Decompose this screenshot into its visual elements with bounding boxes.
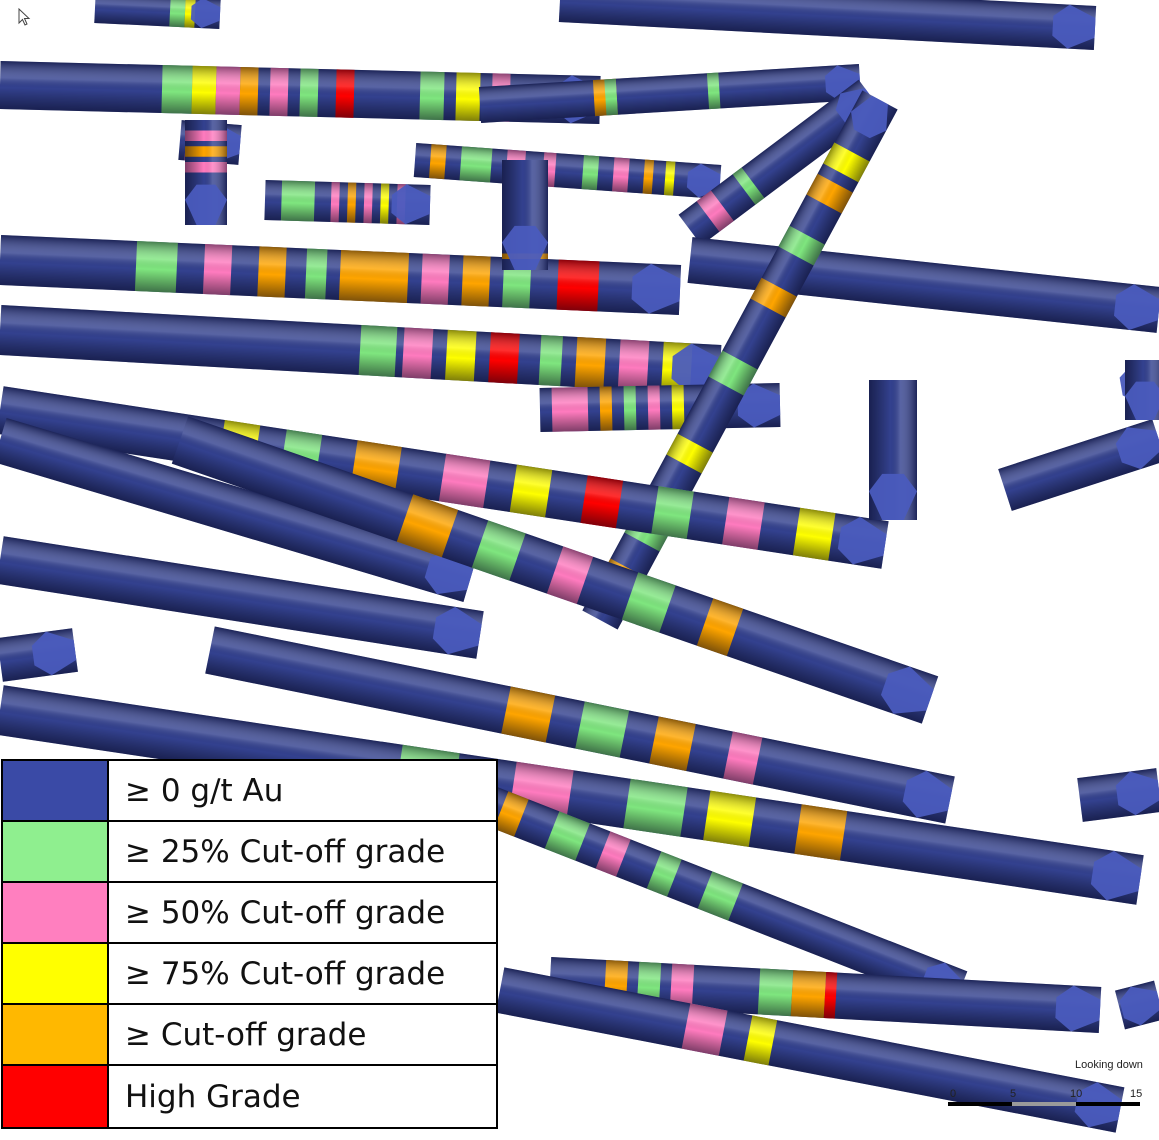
legend-label: High Grade	[125, 1078, 301, 1115]
scale-tick-label: 15	[1130, 1088, 1143, 1100]
view-orientation-label: Looking down	[1075, 1059, 1143, 1071]
drillhole-tube	[1125, 360, 1159, 420]
tube-end-cap	[869, 473, 917, 520]
tube-shading	[678, 79, 882, 246]
drillhole-tube	[1115, 980, 1159, 1030]
tube-shading	[0, 536, 484, 659]
tube-shading	[205, 626, 955, 824]
legend-swatch	[3, 1066, 109, 1127]
legend-label: ≥ 50% Cut-off grade	[125, 894, 446, 931]
tube-end-cap	[880, 666, 934, 714]
tube-end-cap	[190, 0, 221, 29]
scale-segment	[948, 1102, 1012, 1106]
tube-shading	[0, 235, 682, 315]
drillhole-tube	[0, 235, 682, 315]
legend-item: ≥ 25% Cut-off grade	[3, 822, 496, 883]
drillhole-tube	[0, 61, 601, 124]
drillhole-tube	[264, 180, 431, 225]
drillhole-tube	[869, 380, 917, 520]
mouse-pointer-icon	[18, 8, 31, 26]
tube-end-cap	[737, 383, 781, 428]
drillhole-tube	[495, 967, 1125, 1133]
drillhole-tube	[1077, 768, 1159, 822]
drillhole-tube	[0, 305, 722, 395]
tube-end-cap	[432, 606, 482, 655]
tube-end-cap	[502, 225, 548, 270]
tube-end-cap	[1113, 284, 1159, 330]
scale-bar: 0 5 10 15	[948, 1088, 1148, 1128]
drillhole-tube	[171, 416, 939, 724]
drillhole-tube	[94, 0, 221, 29]
drillhole-tube	[0, 628, 78, 682]
drillhole-tube	[502, 160, 548, 270]
drillhole-tube	[478, 64, 862, 123]
scale-segment	[1012, 1102, 1076, 1106]
tube-shading	[413, 143, 722, 199]
tube-shading	[0, 417, 477, 603]
tube-shading	[442, 771, 968, 1009]
legend-label: ≥ Cut-off grade	[125, 1016, 367, 1053]
legend-swatch	[3, 883, 109, 942]
tube-shading	[94, 0, 221, 29]
tube-end-cap	[1125, 381, 1159, 420]
legend-swatch	[3, 822, 109, 881]
scale-tick-label: 5	[1010, 1088, 1017, 1100]
tube-end-cap	[1052, 4, 1096, 49]
tube-end-cap	[1115, 771, 1159, 816]
tube-shading	[495, 967, 1125, 1133]
tube-end-cap	[1090, 850, 1142, 901]
drillhole-tube	[998, 419, 1159, 511]
tube-shading	[558, 0, 1097, 50]
tube-shading	[0, 685, 1144, 905]
drillhole-tube	[205, 626, 955, 824]
drillhole-tube	[0, 536, 484, 659]
tube-shading	[478, 64, 862, 123]
tube-end-cap	[391, 184, 431, 225]
tube-end-cap	[1055, 985, 1101, 1032]
tube-end-cap	[185, 184, 227, 225]
tube-end-cap	[686, 163, 721, 198]
scale-segment	[1076, 1102, 1140, 1106]
tube-end-cap	[1115, 427, 1159, 470]
tube-shading	[171, 416, 939, 724]
tube-end-cap	[837, 516, 887, 565]
tube-end-cap	[902, 770, 953, 818]
legend-label: ≥ 75% Cut-off grade	[125, 955, 446, 992]
grade-legend: ≥ 0 g/t Au ≥ 25% Cut-off grade ≥ 50% Cut…	[1, 759, 498, 1129]
legend-item: ≥ 50% Cut-off grade	[3, 883, 496, 944]
scale-tick-label: 0	[950, 1088, 957, 1100]
drillhole-tube	[0, 417, 477, 603]
tube-end-cap	[851, 95, 888, 139]
tube-shading	[548, 957, 1102, 1033]
legend-label: ≥ 25% Cut-off grade	[125, 833, 446, 870]
tube-end-cap	[631, 263, 681, 314]
legend-item: ≥ 75% Cut-off grade	[3, 944, 496, 1005]
drillhole-tube	[0, 685, 1144, 905]
drillhole-tube	[185, 120, 227, 225]
tube-shading	[264, 180, 431, 225]
drillhole-tube	[413, 143, 722, 199]
tube-shading	[0, 61, 601, 124]
legend-swatch	[3, 761, 109, 820]
scale-tick-label: 10	[1070, 1088, 1083, 1100]
drillhole-tube	[548, 957, 1102, 1033]
legend-item: High Grade	[3, 1066, 496, 1127]
legend-item: ≥ 0 g/t Au	[3, 761, 496, 822]
legend-swatch	[3, 944, 109, 1003]
legend-item: ≥ Cut-off grade	[3, 1005, 496, 1066]
tube-end-cap	[1119, 986, 1159, 1026]
tube-end-cap	[31, 631, 77, 676]
legend-label: ≥ 0 g/t Au	[125, 772, 284, 809]
drillhole-tube	[558, 0, 1097, 50]
legend-swatch	[3, 1005, 109, 1064]
tube-shading	[0, 305, 722, 395]
